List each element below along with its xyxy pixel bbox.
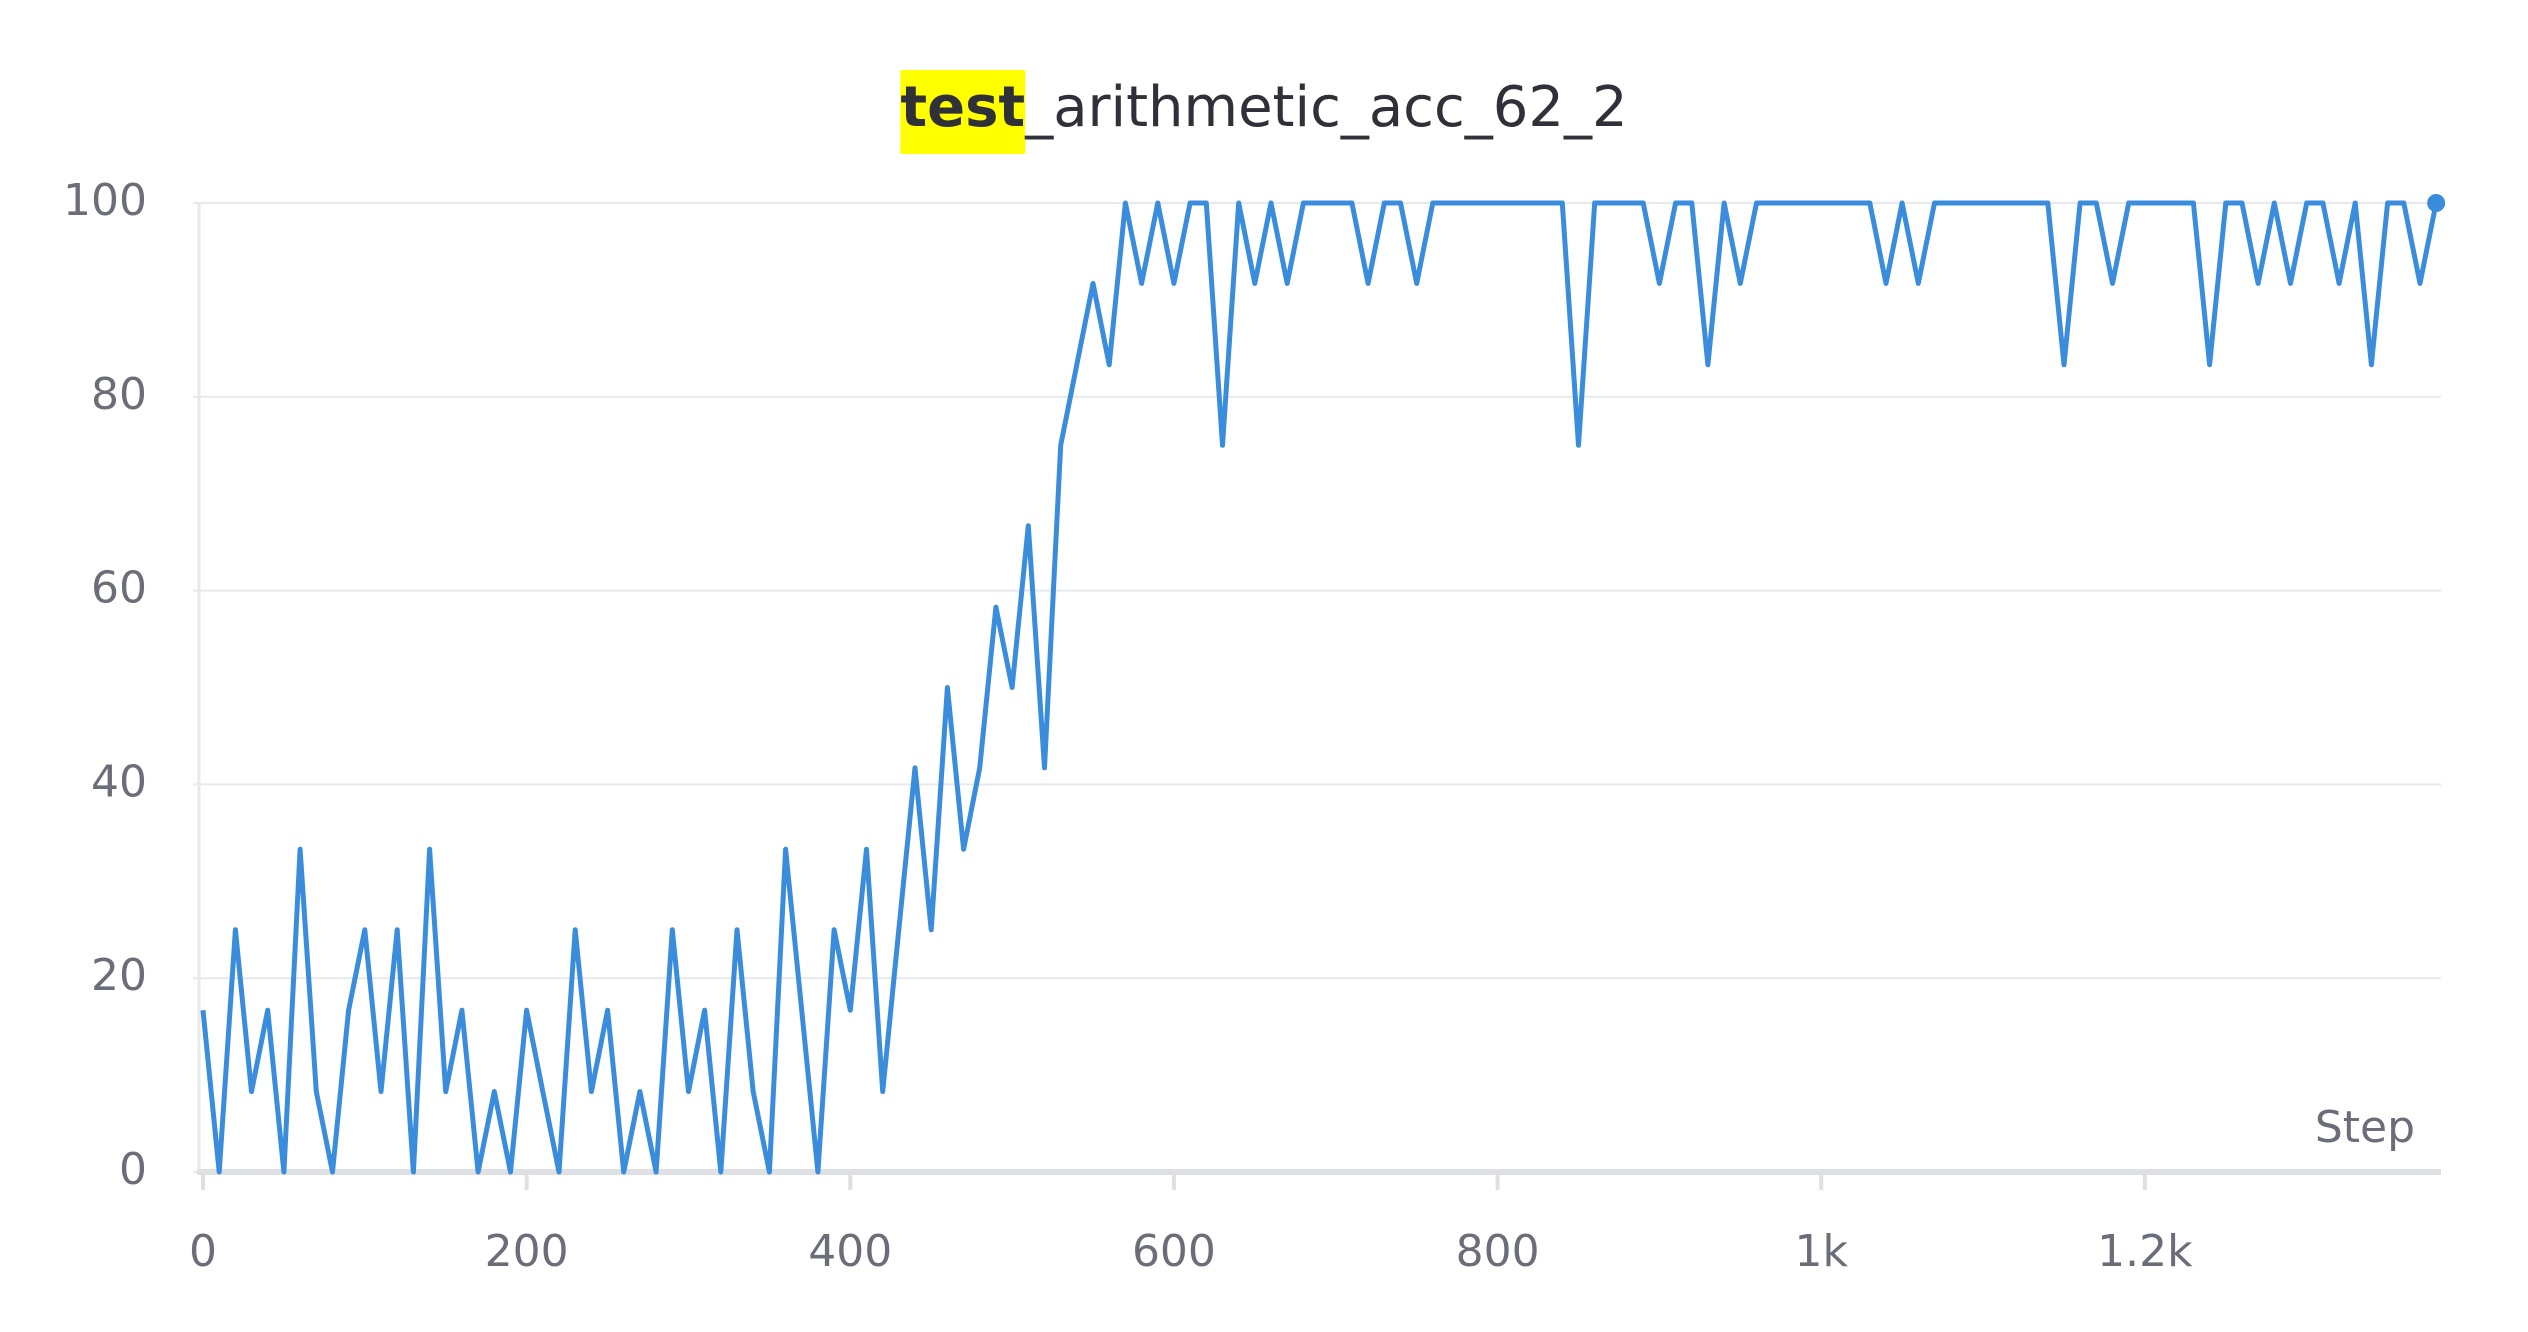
- y-tick-label: 80: [91, 369, 147, 420]
- y-tick-label: 40: [91, 756, 147, 807]
- x-tick-label: 1.2k: [2097, 1226, 2193, 1277]
- y-tick-label: 0: [119, 1144, 147, 1195]
- title-highlight: test: [900, 75, 1025, 140]
- title-highlight-box: [900, 70, 1026, 154]
- x-tick-label: 400: [808, 1226, 892, 1277]
- x-axis-label: Step: [2315, 1102, 2415, 1153]
- y-tick-label: 60: [91, 563, 147, 614]
- series-line: [200, 200, 2439, 1175]
- x-tick-label: 600: [1132, 1226, 1216, 1277]
- y-tick-label: 20: [91, 950, 147, 1001]
- x-tick-label: 200: [485, 1226, 569, 1277]
- last-point: [2427, 194, 2446, 212]
- title-rest: _arithmetic_acc_62_2: [1024, 75, 1627, 140]
- x-tick-label: 800: [1456, 1226, 1540, 1277]
- x-tick-label: 0: [189, 1226, 217, 1277]
- x-tick-label: 1k: [1794, 1226, 1848, 1277]
- y-tick-label: 100: [63, 175, 147, 226]
- chart-title: test_arithmetic_acc_62_2: [900, 75, 1627, 140]
